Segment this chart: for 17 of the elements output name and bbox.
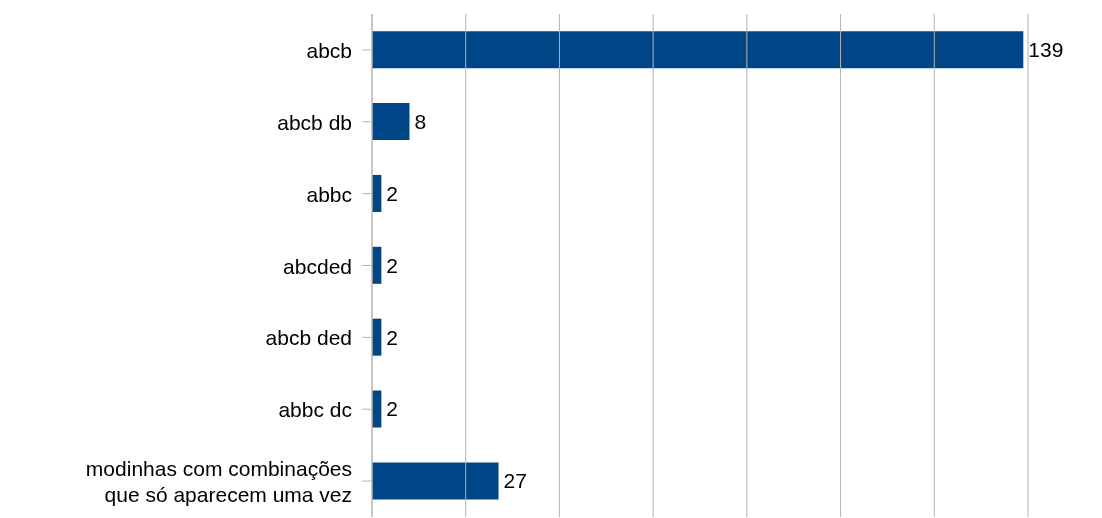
- data-label: 2: [386, 181, 399, 205]
- data-label: 2: [386, 397, 399, 421]
- data-label: 2: [386, 253, 399, 277]
- y-tick-label: abbc: [306, 182, 352, 206]
- data-label: 8: [414, 110, 427, 134]
- data-label: 2: [386, 325, 399, 349]
- data-label: 139: [1028, 38, 1064, 62]
- y-tick-label: abcb db: [277, 110, 352, 134]
- y-tick-label: abcb ded: [265, 325, 352, 349]
- y-tick-label: abbc dc: [278, 397, 352, 421]
- bar: [372, 462, 499, 500]
- bar: [372, 103, 410, 141]
- bar: [372, 31, 1024, 69]
- y-tick-label: abcb: [306, 38, 352, 62]
- data-label: 27: [503, 469, 527, 493]
- y-tick-label: modinhas com combinações que só aparecem uma vez: [85, 456, 352, 506]
- y-tick-label: abcded: [283, 254, 352, 277]
